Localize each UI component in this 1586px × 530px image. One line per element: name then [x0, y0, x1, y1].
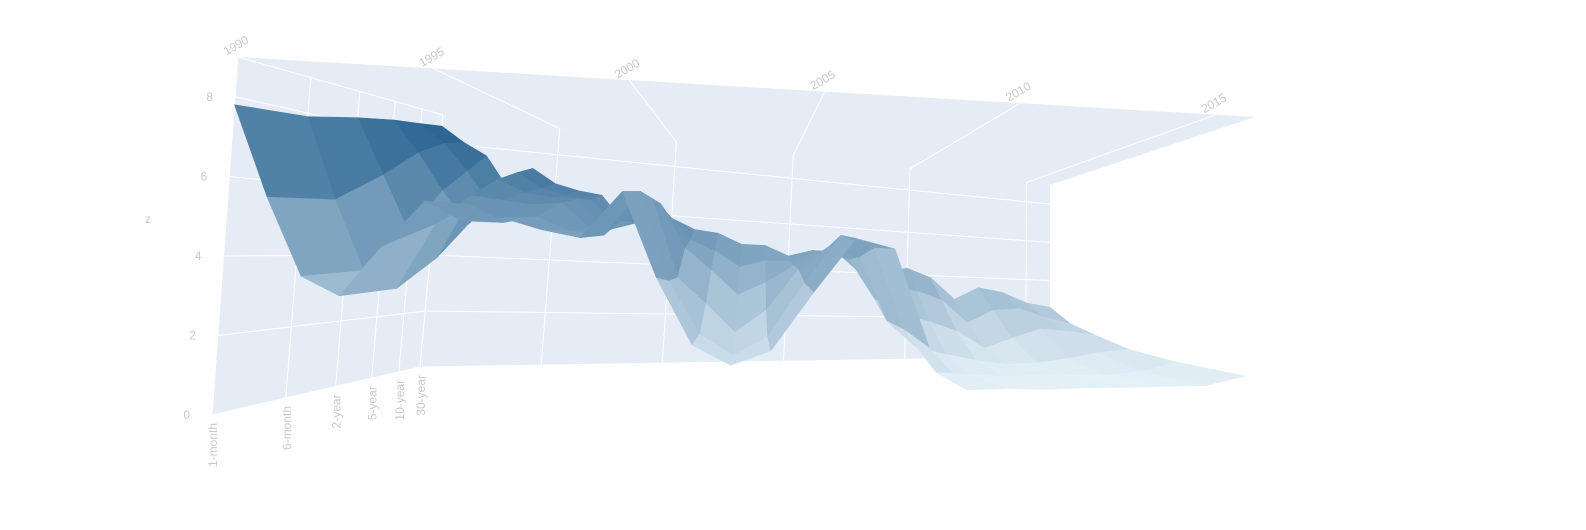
- y-tick-label: 6-month: [280, 406, 294, 450]
- z-tick-label: 8: [206, 90, 213, 104]
- x-tick-label: 2005: [808, 67, 838, 93]
- x-tick-label: 2010: [1003, 79, 1033, 105]
- y-tick-label: 30-year: [414, 375, 428, 416]
- x-grid-line: [540, 128, 561, 366]
- y-tick-label: 5-year: [366, 386, 380, 420]
- y-tick-label: 10-year: [393, 380, 407, 421]
- z-tick-label: 2: [189, 328, 196, 342]
- surface-patch: [1141, 361, 1246, 386]
- z-tick-label: 0: [183, 408, 190, 422]
- x-grid-line: [792, 91, 826, 156]
- z-tick-label: 4: [195, 249, 202, 263]
- y-tick-label: 2-year: [330, 394, 344, 428]
- x-tick-label: 1990: [221, 33, 251, 59]
- x-tick-label: 2000: [612, 56, 642, 82]
- z-grid-line: [211, 366, 421, 416]
- x-grid-line: [433, 68, 560, 129]
- x-grid-line: [628, 79, 677, 143]
- x-grid-line: [909, 102, 1021, 170]
- z-grid-line: [440, 142, 1051, 205]
- x-grid-line: [1026, 114, 1217, 183]
- y-grid-line: [211, 56, 239, 416]
- z-axis-label: z: [145, 212, 151, 226]
- z-grid-line: [217, 310, 426, 336]
- x-tick-label: 1995: [417, 44, 447, 70]
- y-tick-label: 1-month: [206, 423, 220, 467]
- x-grid-line: [237, 56, 444, 116]
- x-tick-label: 2015: [1199, 90, 1229, 116]
- top-plane: [238, 57, 1255, 185]
- z-tick-label: 6: [201, 169, 208, 183]
